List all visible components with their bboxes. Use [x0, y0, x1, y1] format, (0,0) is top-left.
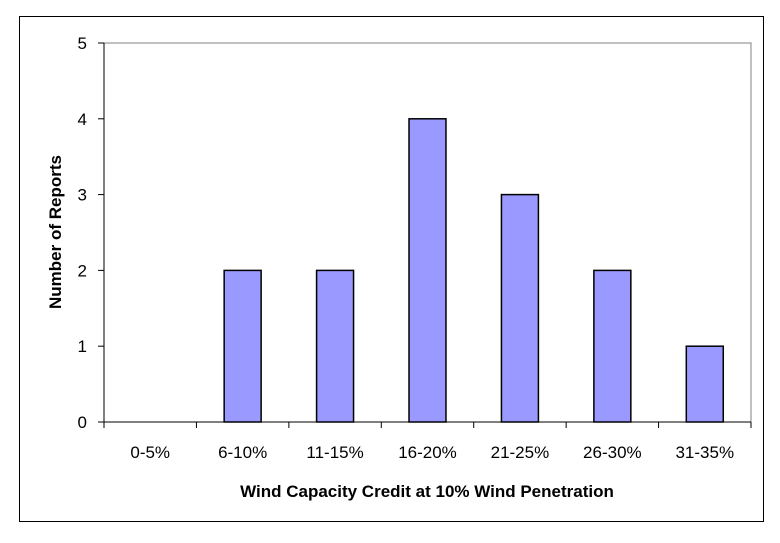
y-tick-label: 1 [78, 337, 87, 356]
bar-16-20% [408, 118, 447, 423]
x-tick-label: 31-35% [675, 443, 734, 462]
x-tick-label: 21-25% [491, 443, 550, 462]
x-tick-label: 6-10% [218, 443, 267, 462]
y-axis-title: Number of Reports [46, 155, 65, 309]
y-tick-label: 2 [78, 261, 87, 280]
x-tick-label: 26-30% [583, 443, 642, 462]
x-tick-label: 16-20% [398, 443, 457, 462]
plot-area: 0 1 2 3 4 5 0-5% 6-10% 11-15% 16-20% 21-25% 26-30%… [78, 34, 752, 462]
x-tick-label: 0-5% [130, 443, 170, 462]
y-tick-label: 3 [78, 186, 87, 205]
y-tick-label: 4 [78, 110, 87, 129]
y-tick-label: 5 [78, 34, 87, 53]
bars [223, 118, 725, 423]
x-tick-label: 11-15% [306, 443, 363, 462]
bar-31-35% [685, 345, 725, 423]
bar-6-10% [223, 269, 262, 423]
y-axis-ticks: 0 1 2 3 4 5 [78, 34, 104, 432]
x-axis-ticks: 0-5% 6-10% 11-15% 16-20% 21-25% 26-30% 31-35% [103, 422, 752, 462]
bar-26-30% [593, 269, 632, 423]
bar-11-15% [315, 269, 355, 423]
x-axis-title: Wind Capacity Credit at 10% Wind Penetra… [240, 482, 614, 501]
y-tick-label: 0 [78, 413, 87, 432]
chart-frame [19, 16, 764, 522]
bar-21-25% [500, 193, 540, 423]
